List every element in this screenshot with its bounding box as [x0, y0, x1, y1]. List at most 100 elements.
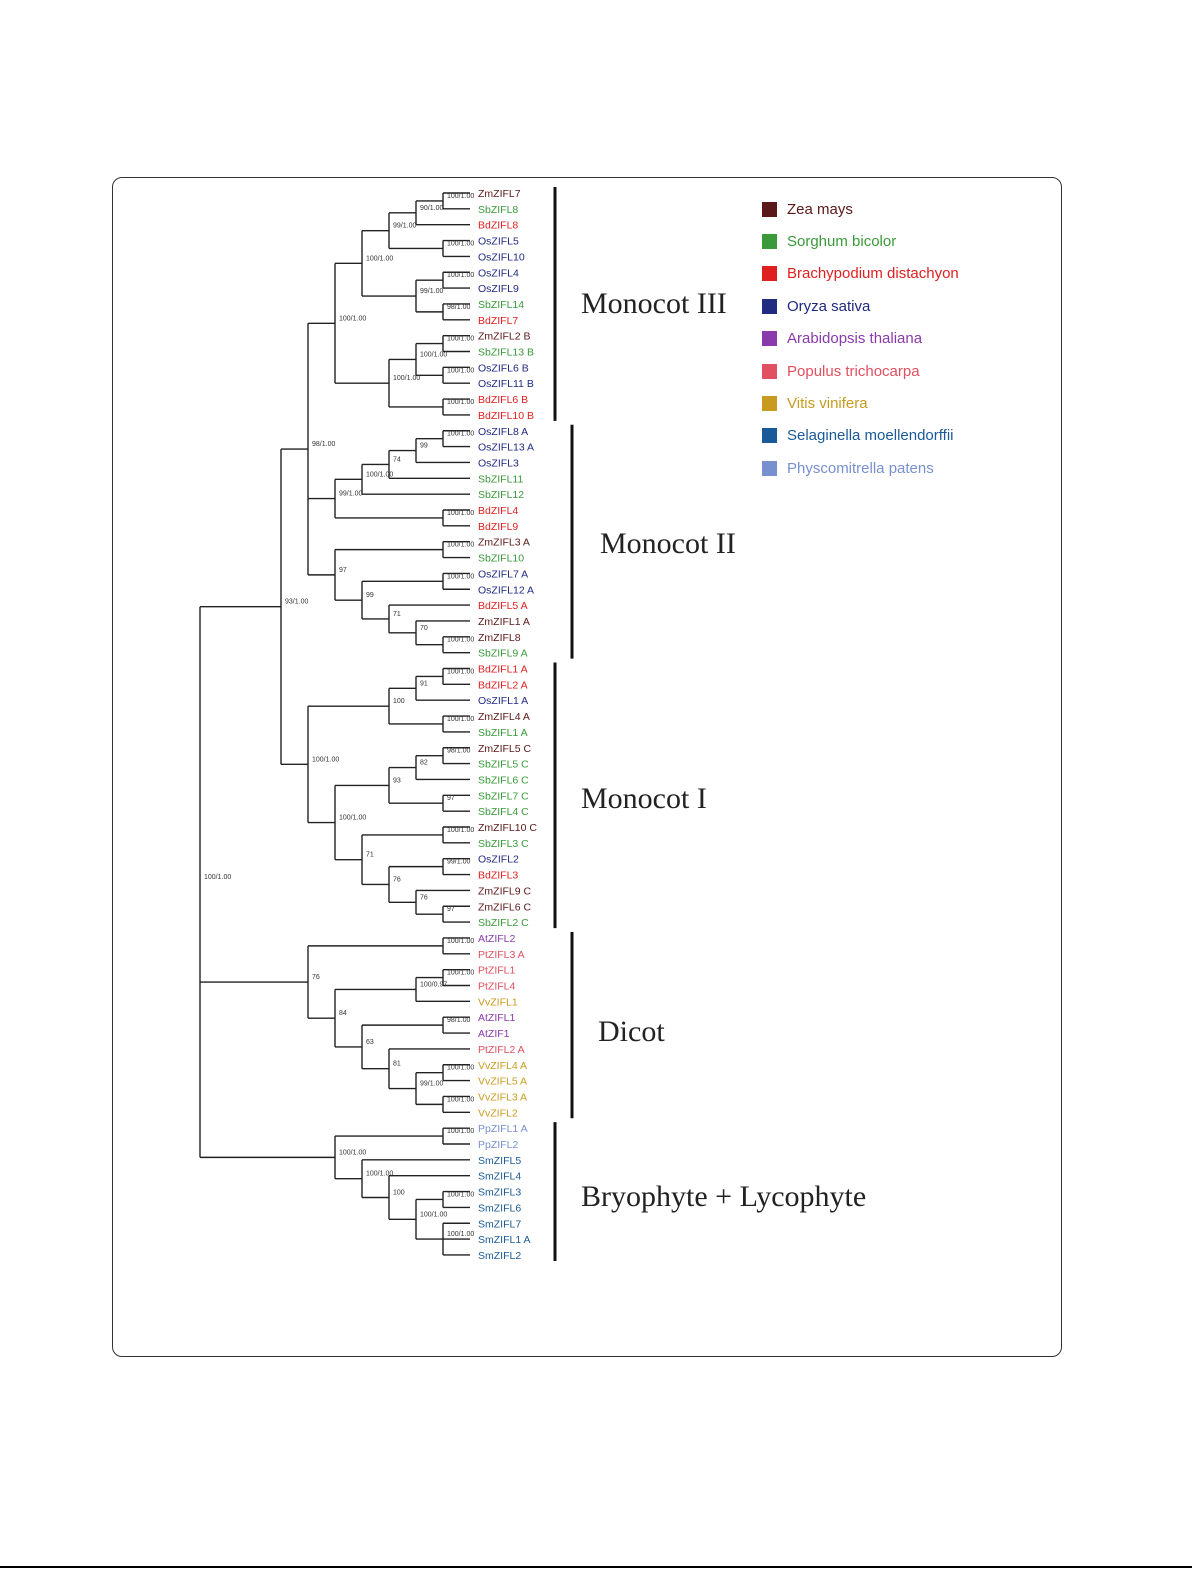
leaf-label: ZmZIFL10 C [478, 822, 537, 834]
support-value: 98/1.00 [312, 441, 335, 448]
support-value: 71 [393, 611, 401, 618]
legend-swatch [762, 428, 777, 444]
leaf-label: AtZIFL1 [478, 1012, 516, 1024]
leaf-label: ZmZIFL2 B [478, 331, 531, 343]
leaf-label: SbZIFL10 [478, 553, 524, 565]
legend-label: Brachypodium distachyon [787, 265, 959, 283]
leaf-label: SbZIFL1 A [478, 727, 528, 739]
leaf-label: SmZIFL6 [478, 1202, 521, 1214]
leaf-label: BdZIFL10 B [478, 410, 534, 422]
leaf-label: SbZIFL13 B [478, 347, 534, 359]
leaf-label: SbZIFL8 [478, 204, 518, 216]
support-value: 100/1.00 [339, 815, 366, 822]
leaf-label: OsZIFL3 [478, 457, 519, 469]
support-value: 70 [420, 625, 428, 632]
support-value: 100/1.00 [447, 1128, 474, 1135]
leaf-label: ZmZIFL7 [478, 188, 521, 200]
legend-swatch [762, 298, 777, 314]
legend-swatch [762, 234, 777, 250]
leaf-label: OsZIFL1 A [478, 695, 528, 707]
leaf-label: SbZIFL11 [478, 473, 523, 485]
support-value: 99/1.00 [420, 1081, 443, 1088]
legend-swatch [762, 201, 777, 217]
legend-item: Vitis vinifera [762, 387, 959, 419]
leaf-label: SmZIFL5 [478, 1155, 521, 1167]
leaf-label: BdZIFL8 [478, 220, 518, 232]
leaf-label: OsZIFL12 A [478, 584, 534, 596]
support-value: 100/1.00 [312, 756, 339, 763]
leaf-label: SbZIFL5 C [478, 759, 529, 771]
support-value: 99/1.00 [393, 223, 416, 230]
support-value: 100/1.00 [339, 1149, 366, 1156]
leaf-label: OsZIFL9 [478, 283, 519, 295]
legend-swatch [762, 266, 777, 282]
leaf-label: VvZIFL5 A [478, 1076, 527, 1088]
support-value: 100/1.00 [366, 255, 393, 262]
support-value: 93 [393, 777, 401, 784]
leaf-label: SbZIFL4 C [478, 806, 529, 818]
clade-label-dicot: Dicot [598, 1015, 665, 1048]
support-value: 100/1.00 [447, 240, 474, 247]
leaf-label: ZmZIFL9 C [478, 885, 532, 897]
leaf-label: OsZIFL4 [478, 267, 519, 279]
leaf-label: SmZIFL2 [478, 1250, 521, 1262]
clade-label-bryophyte-lycophyte: Bryophyte + Lycophyte [581, 1180, 867, 1213]
support-value: 84 [339, 1010, 347, 1017]
support-value: 71 [366, 852, 374, 859]
legend-label: Populus trichocarpa [787, 362, 920, 380]
leaf-label: ZmZIFL5 C [478, 743, 532, 755]
clade-label-monocot-ii: Monocot II [600, 527, 736, 560]
legend-swatch [762, 331, 777, 347]
leaf-label: SmZIFL1 A [478, 1234, 531, 1246]
support-value: 100/1.00 [447, 1096, 474, 1103]
legend-item: Selaginella moellendorffii [762, 420, 959, 452]
support-value: 98/1.00 [447, 304, 470, 311]
page-bottom-rule [0, 1566, 1192, 1568]
support-value: 100/1.00 [447, 970, 474, 977]
support-value: 76 [420, 894, 428, 901]
leaf-label: SmZIFL7 [478, 1218, 521, 1230]
leaf-label: PtZIFL3 A [478, 949, 525, 961]
support-value: 100/1.00 [447, 938, 474, 945]
legend-item: Brachypodium distachyon [762, 258, 959, 290]
leaf-label: OsZIFL8 A [478, 426, 528, 438]
leaf-label: OsZIFL7 A [478, 568, 528, 580]
leaf-label: ZmZIFL4 A [478, 711, 530, 723]
support-value: 98/1.00 [447, 748, 470, 755]
support-value: 99 [366, 592, 374, 599]
support-value: 100/1.00 [339, 315, 366, 322]
legend-label: Vitis vinifera [787, 395, 868, 413]
leaf-label: SmZIFL3 [478, 1187, 521, 1199]
support-value: 97 [339, 567, 347, 574]
support-value: 76 [312, 974, 320, 981]
support-value: 100 [393, 1189, 405, 1196]
legend-item: Physcomitrella patens [762, 452, 959, 484]
leaf-label: SbZIFL14 [478, 299, 524, 311]
legend-label: Physcomitrella patens [787, 459, 934, 477]
clade-label-monocot-i: Monocot I [581, 782, 707, 815]
leaf-label: PtZIFL1 [478, 965, 516, 977]
support-value: 100/1.00 [447, 1065, 474, 1072]
leaf-label: ZmZIFL3 A [478, 537, 530, 549]
support-value: 99/1.00 [420, 288, 443, 295]
support-value: 100/1.00 [447, 193, 474, 200]
leaf-label: OsZIFL10 [478, 251, 525, 263]
leaf-label: SbZIFL12 [478, 489, 524, 501]
leaf-label: PtZIFL4 [478, 981, 516, 993]
leaf-label: OsZIFL11 B [478, 378, 534, 390]
legend-item: Sorghum bicolor [762, 225, 959, 257]
support-value: 100/1.00 [420, 1211, 447, 1218]
leaf-label: ZmZIFL1 A [478, 616, 530, 628]
support-value: 100/1.00 [447, 1231, 474, 1238]
support-value: 63 [366, 1039, 374, 1046]
support-value: 100/1.00 [447, 542, 474, 549]
support-value: 91 [420, 680, 428, 687]
support-value: 98/1.00 [447, 1017, 470, 1024]
leaf-label: PpZIFL1 A [478, 1123, 528, 1135]
figure-frame [112, 177, 1062, 1357]
leaf-label: OsZIFL6 B [478, 362, 529, 374]
legend-swatch [762, 460, 777, 476]
support-value: 99 [420, 443, 428, 450]
support-value: 100/1.00 [447, 399, 474, 406]
